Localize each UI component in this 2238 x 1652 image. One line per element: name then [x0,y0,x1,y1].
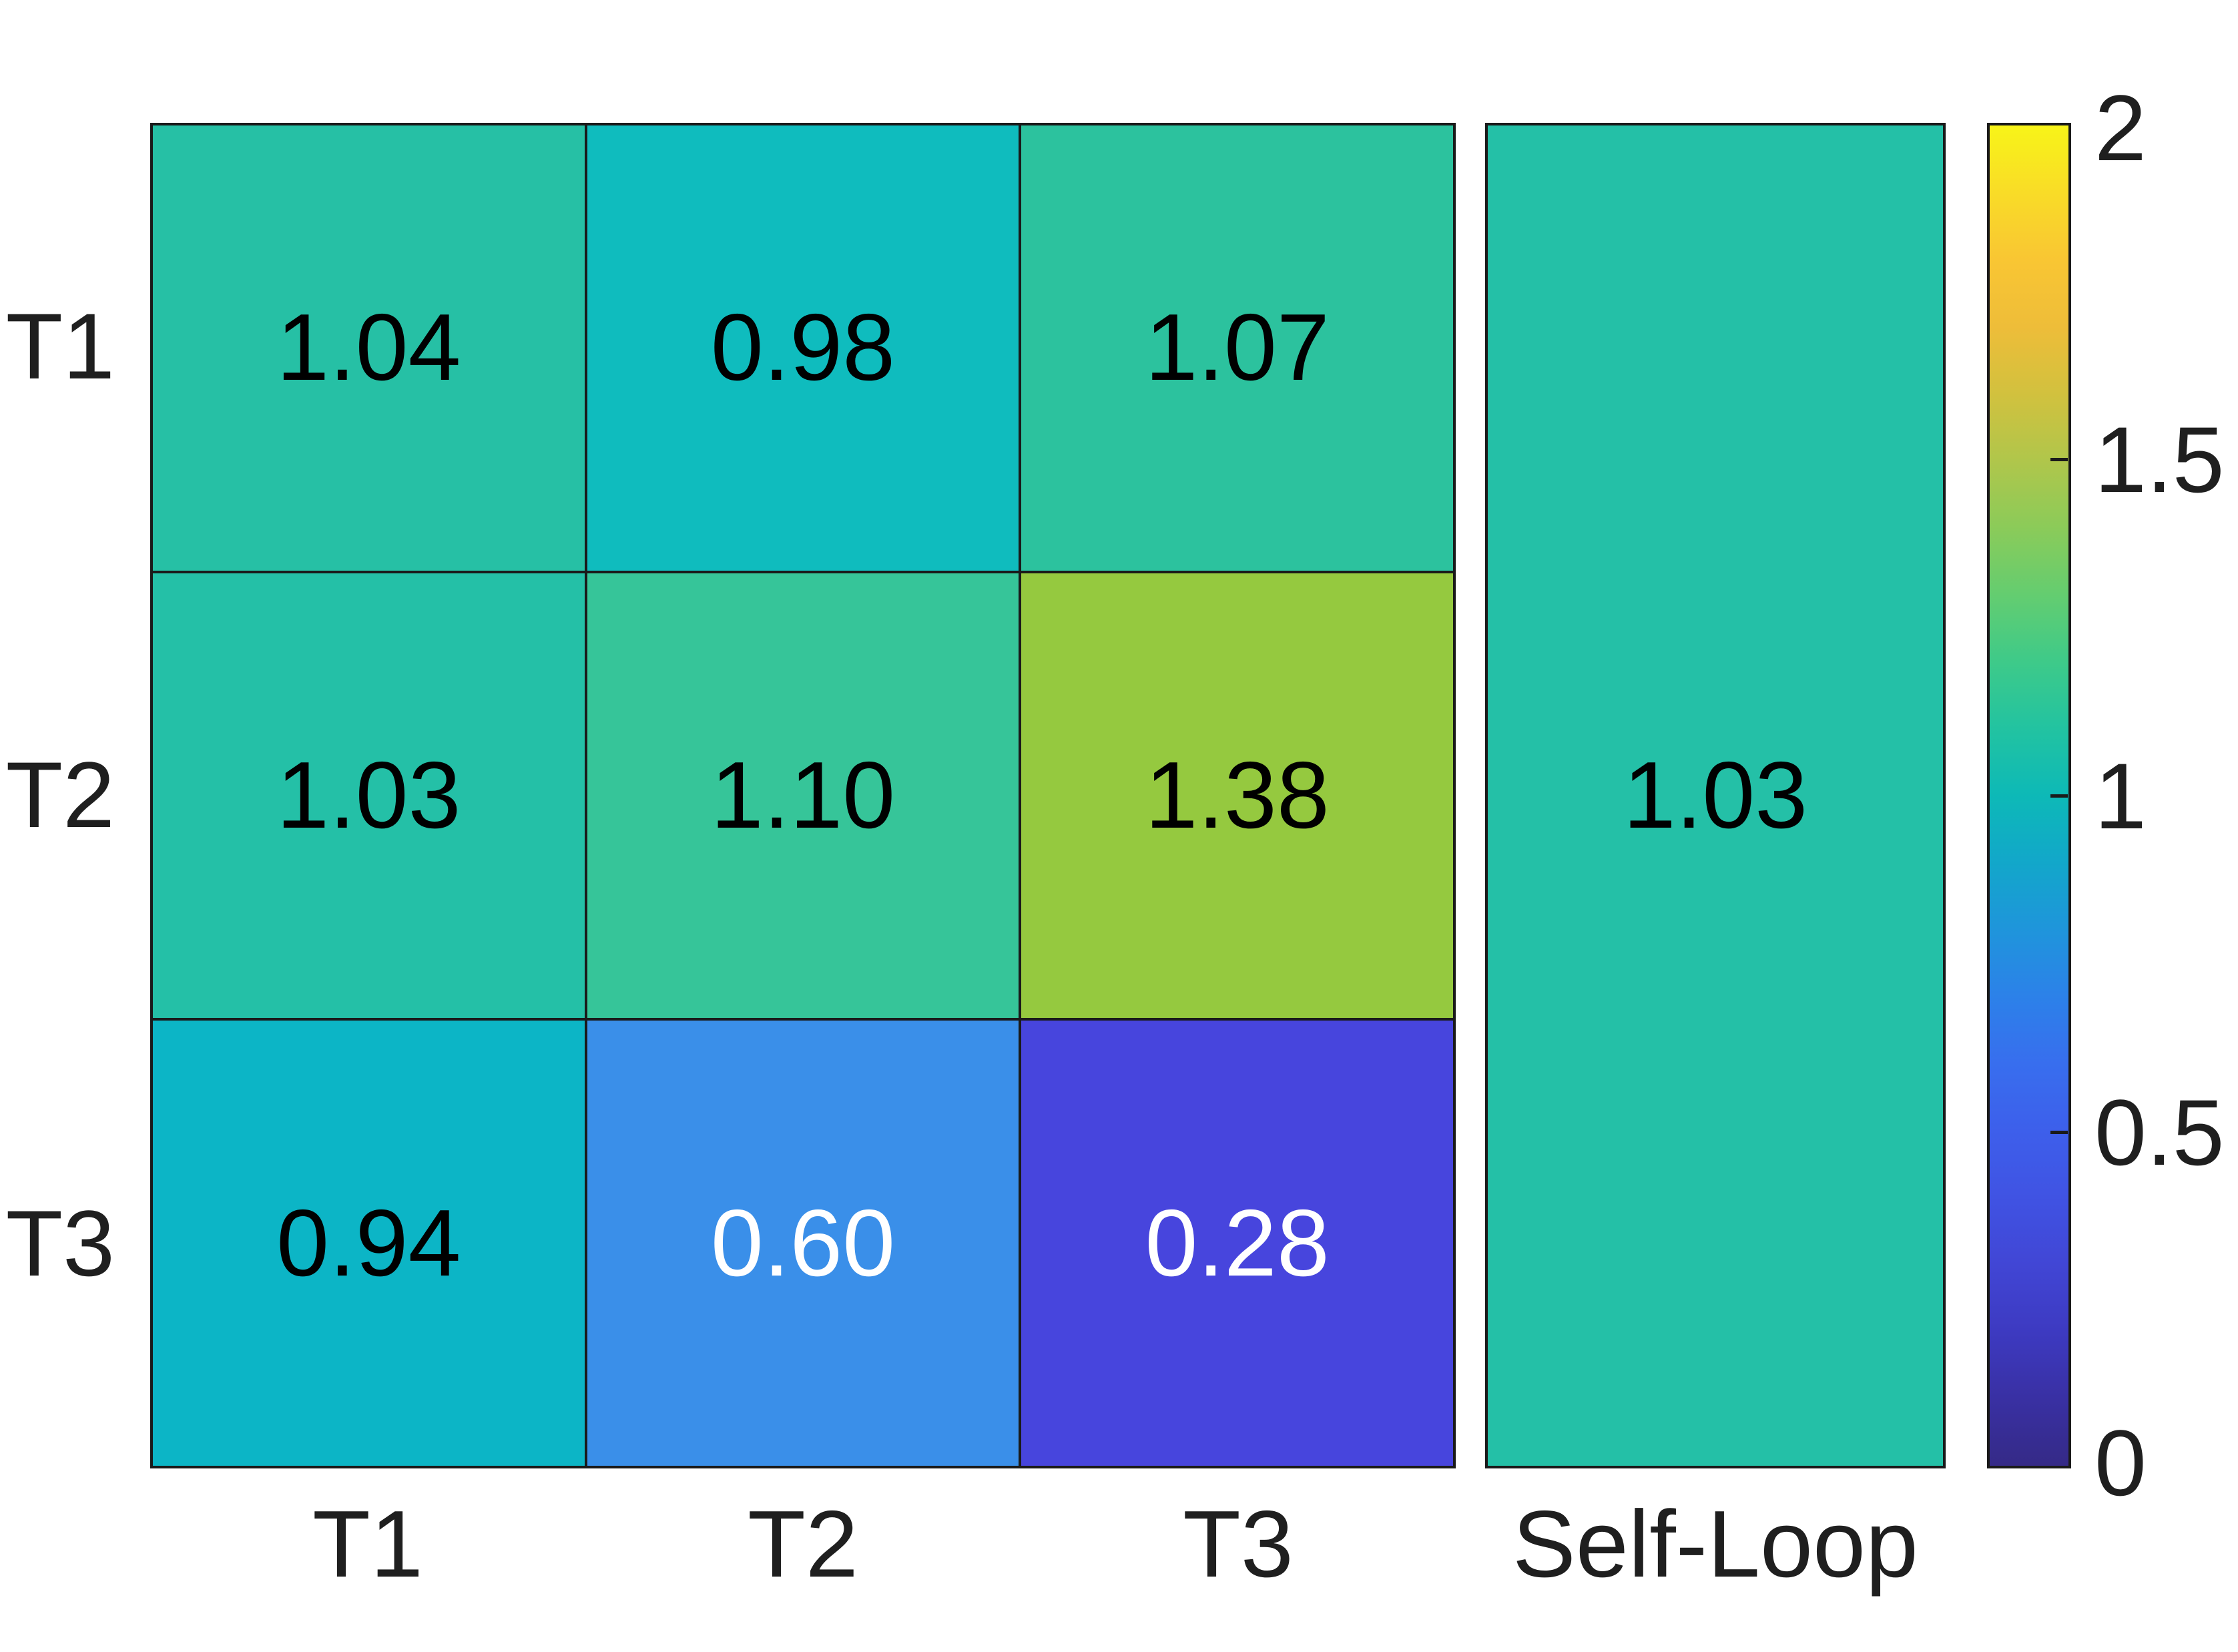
x-tick-label-self-loop: Self-Loop [1512,1491,1918,1597]
colorbar-label-1: 1 [2094,744,2147,848]
y-tick-label-t3: T3 [5,1191,115,1296]
cell-value: 0.98 [710,294,896,401]
matrix-cell-t2-t2: 1.10 [587,573,1019,1019]
colorbar-tick-1 [2050,794,2068,798]
self-loop-cell: 1.03 [1485,123,1946,1468]
colorbar-label-0-5: 0.5 [2094,1080,2225,1185]
matrix-cell-t3-t3: 0.28 [1021,1021,1453,1466]
y-tick-label-t2: T2 [5,742,115,847]
matrix-cell-t3-t1: 0.94 [153,1021,585,1466]
x-tick-label-t1: T1 [312,1491,423,1597]
colorbar-label-0: 0 [2094,1410,2147,1515]
matrix-cell-t2-t3: 1.38 [1021,573,1453,1019]
matrix-cell-t2-t1: 1.03 [153,573,585,1019]
matrix-cell-t3-t2: 0.60 [587,1021,1019,1466]
y-tick-label-t1: T1 [5,294,115,398]
cell-value: 1.07 [1145,294,1330,401]
cell-value: 1.38 [1145,742,1330,848]
x-tick-label-t3: T3 [1183,1491,1294,1597]
cell-value: 0.94 [276,1189,461,1296]
cell-value: 1.04 [276,294,461,401]
colorbar-label-1-5: 1.5 [2094,407,2225,512]
matrix-cell-t1-t2: 0.98 [587,125,1019,571]
cell-value: 1.03 [276,742,461,848]
colorbar-label-2: 2 [2094,75,2147,180]
matrix-cell-t1-t1: 1.04 [153,125,585,571]
colorbar-tick-0-5 [2050,1131,2068,1134]
self-loop-value: 1.03 [1623,742,1808,848]
x-tick-label-t2: T2 [748,1491,858,1597]
colorbar-tick-1-5 [2050,458,2068,461]
cell-value: 1.10 [710,742,896,848]
cell-value: 0.28 [1145,1189,1330,1296]
transition-matrix: 1.04 0.98 1.07 1.03 1.10 1.38 0.94 0.60 … [150,123,1456,1468]
matrix-cell-t1-t3: 1.07 [1021,125,1453,571]
cell-value: 0.60 [710,1189,896,1296]
